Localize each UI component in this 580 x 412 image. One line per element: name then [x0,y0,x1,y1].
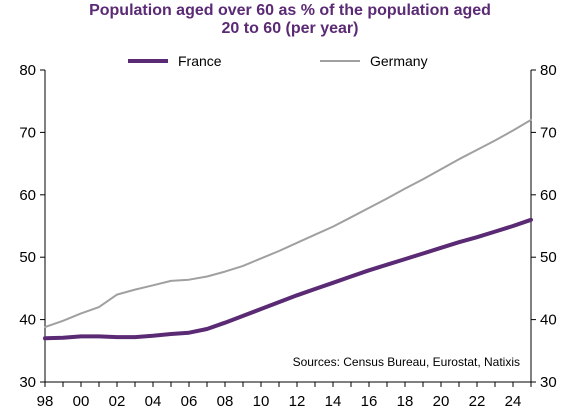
x-tick-label: 20 [433,393,450,410]
y-tick-label-right: 30 [540,374,557,391]
x-tick-label: 06 [181,393,198,410]
chart-title-line-2: 20 to 60 (per year) [221,20,359,37]
y-tick-label-right: 50 [540,249,557,266]
y-tick-label-left: 60 [19,187,36,204]
series-line-france [43,217,533,341]
y-tick-label-left: 70 [19,124,36,141]
x-tick-label: 22 [469,393,486,410]
y-tick-label-left: 50 [19,249,36,266]
y-tick-label-left: 80 [19,62,36,79]
x-tick-label: 24 [505,393,522,410]
x-tick-label: 10 [253,393,270,410]
x-tick-label: 08 [217,393,234,410]
legend: France Germany [128,53,428,69]
source-note: Sources: Census Bureau, Eurostat, Natixi… [293,355,520,369]
legend-label-germany: Germany [370,53,428,69]
y-tick-label-left: 30 [19,374,36,391]
x-tick-label: 00 [73,393,90,410]
x-tick-label: 12 [289,393,306,410]
x-tick-label: 98 [37,393,54,410]
axes-layer: 30 30 40 40 50 50 60 60 70 70 80 80 98 00 02 04 06 08 10 12… [19,62,556,410]
x-tick-label: 04 [145,393,162,410]
y-tick-label-left: 40 [19,312,36,329]
legend-label-france: France [178,53,222,69]
y-tick-label-right: 40 [540,312,557,329]
series-line-germany [44,118,532,329]
y-tick-label-right: 60 [540,187,557,204]
series-layer [43,118,533,341]
x-tick-label: 02 [109,393,126,410]
y-tick-label-right: 80 [540,62,557,79]
x-tick-label: 14 [325,393,342,410]
x-tick-label: 18 [397,393,414,410]
chart-title-line-1: Population aged over 60 as % of the popu… [89,2,491,19]
x-tick-label: 16 [361,393,378,410]
y-tick-label-right: 70 [540,124,557,141]
